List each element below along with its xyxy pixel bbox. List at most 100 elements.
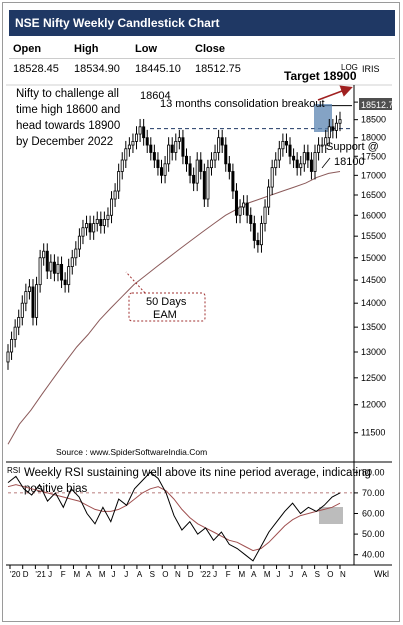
- candle-body: [60, 263, 64, 281]
- period-label: Wkl: [374, 569, 389, 579]
- ohlc-value-open: 18528.45: [13, 63, 59, 75]
- price-tick-label: 14500: [361, 275, 386, 285]
- candle-body: [67, 266, 71, 286]
- support-label-line-2: 18100: [334, 156, 365, 168]
- candle-body: [202, 171, 206, 200]
- ema-callout-box: [128, 292, 206, 322]
- candle-body: [242, 202, 246, 208]
- x-tick-label: F: [226, 570, 231, 579]
- note-line-2: time high 18600 and: [16, 104, 120, 116]
- price-tick-label: 17500: [361, 151, 386, 161]
- candle-body: [224, 144, 228, 165]
- symbol-label: IRIS: [362, 64, 380, 74]
- peak-label: 18604: [140, 90, 171, 102]
- candle-body: [327, 126, 331, 139]
- ema-line: [7, 171, 341, 445]
- page-title: NSE Nifty Weekly Candlestick Chart: [9, 10, 395, 36]
- candle-body: [99, 218, 103, 227]
- candle-body: [259, 223, 263, 246]
- candle-body: [27, 286, 31, 292]
- candle-body: [85, 223, 89, 229]
- x-ticks: '20 D '21 J F M A M J J A S O N D '22 J F M A M J J A S O N: [9, 565, 346, 579]
- ema-label-line-1: 50 Days: [146, 296, 187, 308]
- candle-body: [313, 152, 317, 172]
- candle-body: [52, 261, 56, 274]
- x-tick-label: J: [112, 570, 116, 579]
- rsi-note-line-1: Weekly RSI sustaining well above its nin…: [24, 467, 371, 479]
- x-tick-label: S: [150, 570, 155, 579]
- candle-body: [74, 248, 78, 259]
- candle-body: [249, 214, 253, 224]
- candle-body: [277, 148, 281, 161]
- candle-body: [199, 159, 203, 172]
- log-scale-label: LOG: [341, 63, 358, 72]
- price-tick-label: 12000: [361, 400, 386, 410]
- ohlc-value-close: 18512.75: [195, 63, 241, 75]
- x-tick-label: M: [264, 570, 271, 579]
- candle-body: [49, 261, 53, 272]
- target-arrow: [317, 85, 353, 101]
- rsi-line: [7, 471, 341, 562]
- candle-body: [256, 240, 260, 246]
- target-label: Target 18900: [284, 69, 357, 83]
- price-tick-label: 13000: [361, 347, 386, 357]
- x-tick-label: A: [251, 570, 257, 579]
- candle-body: [149, 144, 153, 153]
- x-tick-label: J: [277, 570, 281, 579]
- candle-body: [167, 144, 171, 165]
- candle-body: [238, 206, 242, 216]
- rsi-tick-label: 70.00: [362, 488, 385, 498]
- candle-body: [267, 186, 271, 208]
- last-price-tag: [359, 98, 392, 110]
- source-label: Source : www.SpiderSoftwareIndia.Com: [56, 447, 207, 457]
- candle-body: [306, 152, 310, 161]
- candle-body: [284, 140, 288, 146]
- price-tick-label: 11500: [361, 428, 385, 438]
- candle-body: [92, 223, 96, 233]
- x-tick-label: N: [175, 570, 181, 579]
- note-line-3: head towards 18900: [16, 120, 120, 132]
- candle-body: [206, 167, 210, 200]
- candle-body: [17, 317, 21, 328]
- candle-body: [24, 291, 28, 304]
- x-tick-label: M: [99, 570, 106, 579]
- ohlc-divider: [9, 58, 395, 59]
- candle-body: [281, 140, 285, 150]
- price-tick-label: 15000: [361, 253, 386, 263]
- candle-body: [217, 137, 221, 153]
- candle-body: [120, 159, 124, 172]
- candle-body: [117, 171, 121, 192]
- candle-body: [309, 159, 313, 172]
- x-tick-label: D: [188, 570, 194, 579]
- candle-body: [184, 155, 189, 165]
- x-tick-label: A: [86, 570, 92, 579]
- candle-body: [102, 218, 106, 227]
- price-tick-label: 14000: [361, 298, 386, 308]
- candle-body: [113, 190, 117, 200]
- rsi-tick-label: 60.00: [362, 509, 385, 519]
- x-tick-label: D: [23, 570, 29, 579]
- candle-body: [295, 159, 299, 169]
- candle-body: [334, 122, 338, 131]
- candle-body: [252, 223, 256, 241]
- candle-body: [192, 174, 196, 184]
- candle-body: [156, 159, 160, 169]
- candle-body: [324, 137, 328, 146]
- candles: [6, 111, 342, 370]
- candle-body: [245, 202, 249, 216]
- price-tick-label: 12500: [361, 373, 386, 383]
- x-tick-label: A: [302, 570, 308, 579]
- candle-body: [227, 163, 231, 172]
- x-tick-label: O: [327, 570, 333, 579]
- support-label-line-1: Support @: [326, 141, 379, 153]
- x-tick-label: F: [61, 570, 66, 579]
- candle-body: [231, 171, 235, 192]
- candle-body: [188, 163, 192, 176]
- candle-body: [152, 152, 156, 161]
- rsi-highlight-box: [319, 507, 343, 524]
- ema-label-line-2: EAM: [153, 309, 177, 321]
- candle-body: [70, 257, 74, 268]
- price-tick-label: 17000: [361, 170, 386, 180]
- candle-body: [106, 214, 110, 220]
